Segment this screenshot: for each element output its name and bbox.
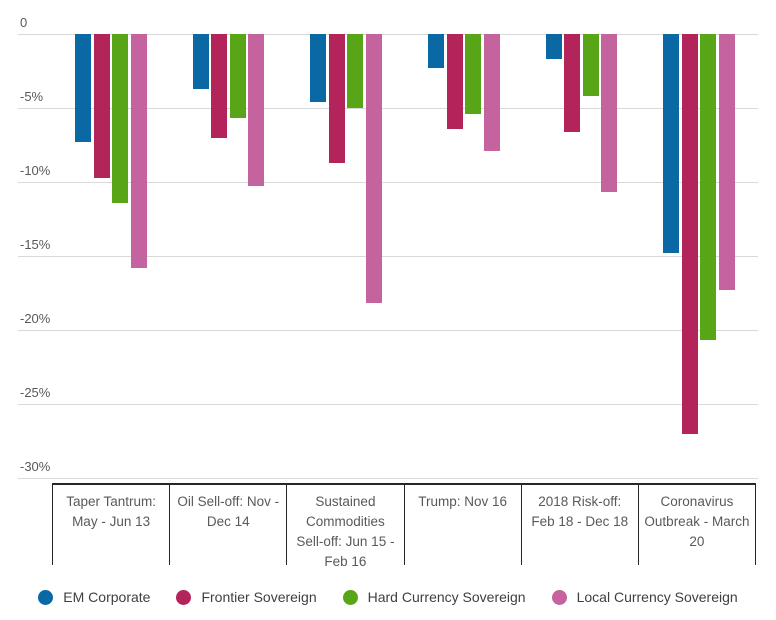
legend-swatch-circle-icon [176, 589, 192, 605]
bar-frontier-sovereign [681, 34, 698, 434]
y-gridline [18, 33, 758, 35]
bar-frontier-sovereign [211, 34, 228, 138]
bar-hard-currency-sovereign [347, 34, 364, 108]
legend: EM Corporate Frontier Sovereign Hard Curre… [0, 585, 776, 609]
bar-local-currency-sovereign [130, 34, 147, 268]
bar-frontier-sovereign [328, 34, 345, 163]
category-label: 2018 Risk-off: Feb 18 - Dec 18 [520, 485, 638, 565]
legend-swatch-circle-icon [38, 589, 54, 605]
bar-em-corporate [545, 34, 562, 60]
legend-label: Frontier Sovereign [201, 589, 317, 605]
legend-swatch-circle-icon [342, 589, 358, 605]
bar-hard-currency-sovereign [465, 34, 482, 114]
legend-item-frontier-sovereign[interactable]: Frontier Sovereign [176, 589, 317, 605]
legend-item-local-currency-sovereign[interactable]: Local Currency Sovereign [551, 589, 738, 605]
bar-em-corporate [75, 34, 92, 142]
y-gridline [18, 329, 758, 331]
bar-local-currency-sovereign [365, 34, 382, 304]
bar-local-currency-sovereign [601, 34, 618, 193]
y-gridline [18, 107, 758, 109]
legend-swatch-circle-icon [551, 589, 567, 605]
legend-label: EM Corporate [63, 589, 151, 605]
bar-local-currency-sovereign [483, 34, 500, 151]
bar-hard-currency-sovereign [112, 34, 129, 203]
y-gridline [18, 403, 758, 405]
category-label: Taper Tantrum: May - Jun 13 [52, 485, 169, 565]
y-tick-label: -25% [20, 385, 51, 400]
bar-local-currency-sovereign [248, 34, 265, 187]
category-label: Sustained Commodities Sell-off: Jun 15 -… [286, 485, 403, 569]
bar-local-currency-sovereign [718, 34, 735, 290]
legend-item-em-corporate[interactable]: EM Corporate [38, 589, 150, 605]
bar-hard-currency-sovereign [700, 34, 717, 341]
category-label: Coronavirus Outbreak - March 20 [637, 485, 755, 565]
x-axis-category-band: Taper Tantrum: May - Jun 13 Oil Sell-off:… [52, 483, 756, 569]
legend-label: Hard Currency Sovereign [367, 589, 526, 605]
y-gridline [18, 181, 758, 183]
y-tick-label: -20% [20, 311, 51, 326]
bar-em-corporate [663, 34, 680, 253]
y-gridline [18, 477, 758, 479]
bar-em-corporate [310, 34, 327, 103]
bar-em-corporate [192, 34, 209, 89]
legend-label: Local Currency Sovereign [576, 589, 738, 605]
bar-hard-currency-sovereign [582, 34, 599, 97]
category-label: Oil Sell-off: Nov - Dec 14 [169, 485, 286, 565]
bar-frontier-sovereign [564, 34, 581, 132]
bar-frontier-sovereign [93, 34, 110, 178]
y-tick-label: -5% [20, 89, 44, 104]
y-gridline [18, 255, 758, 257]
bar-frontier-sovereign [446, 34, 463, 129]
y-tick-label: -15% [20, 237, 51, 252]
y-tick-label: -30% [20, 459, 51, 474]
y-tick-label: 0 [20, 15, 28, 30]
bar-hard-currency-sovereign [229, 34, 246, 119]
legend-item-hard-currency-sovereign[interactable]: Hard Currency Sovereign [342, 589, 526, 605]
bar-em-corporate [428, 34, 445, 68]
y-tick-label: -10% [20, 163, 51, 178]
category-label: Trump: Nov 16 [403, 485, 521, 565]
